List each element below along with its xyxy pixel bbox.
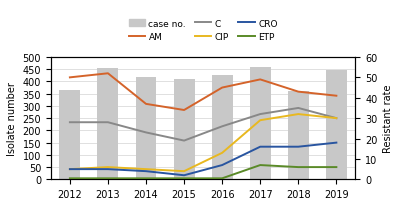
C — [106, 121, 110, 124]
C — [296, 107, 301, 110]
CRO — [182, 174, 186, 177]
CIP — [182, 170, 186, 173]
C — [68, 121, 72, 124]
AM — [334, 95, 339, 97]
CRO — [220, 164, 224, 166]
ETP — [220, 177, 224, 180]
Y-axis label: Isolate number: Isolate number — [7, 82, 17, 155]
AM — [220, 87, 224, 89]
C — [144, 132, 148, 134]
CRO — [106, 168, 110, 171]
C — [182, 140, 186, 142]
AM — [144, 103, 148, 106]
CRO — [68, 168, 72, 171]
ETP — [182, 177, 186, 180]
Line: AM: AM — [70, 74, 336, 110]
Line: CRO: CRO — [70, 143, 336, 175]
ETP — [106, 177, 110, 180]
CIP — [258, 119, 263, 122]
Line: ETP: ETP — [70, 165, 336, 178]
AM — [68, 77, 72, 79]
C — [334, 117, 339, 120]
Bar — [250, 67, 271, 179]
AM — [182, 109, 186, 112]
ETP — [334, 166, 339, 169]
CIP — [106, 166, 110, 169]
Bar — [136, 77, 156, 179]
ETP — [144, 177, 148, 180]
Bar — [98, 69, 118, 179]
AM — [296, 91, 301, 93]
ETP — [296, 166, 301, 169]
CIP — [296, 113, 301, 116]
Y-axis label: Resistant rate: Resistant rate — [383, 84, 393, 153]
C — [258, 113, 263, 116]
Bar — [288, 92, 309, 179]
CRO — [334, 142, 339, 144]
Bar — [212, 76, 233, 179]
Line: C: C — [70, 108, 336, 141]
CIP — [144, 168, 148, 171]
Bar — [326, 71, 347, 179]
Bar — [60, 91, 80, 179]
ETP — [258, 164, 263, 166]
ETP — [68, 177, 72, 180]
CRO — [258, 146, 263, 148]
Bar — [174, 80, 194, 179]
AM — [106, 73, 110, 75]
CRO — [144, 170, 148, 173]
Legend: case no., AM, C, CIP, CRO, ETP: case no., AM, C, CIP, CRO, ETP — [125, 16, 281, 46]
C — [220, 125, 224, 128]
CIP — [68, 168, 72, 171]
AM — [258, 79, 263, 81]
CIP — [220, 152, 224, 154]
Line: CIP: CIP — [70, 115, 336, 171]
CRO — [296, 146, 301, 148]
CIP — [334, 117, 339, 120]
